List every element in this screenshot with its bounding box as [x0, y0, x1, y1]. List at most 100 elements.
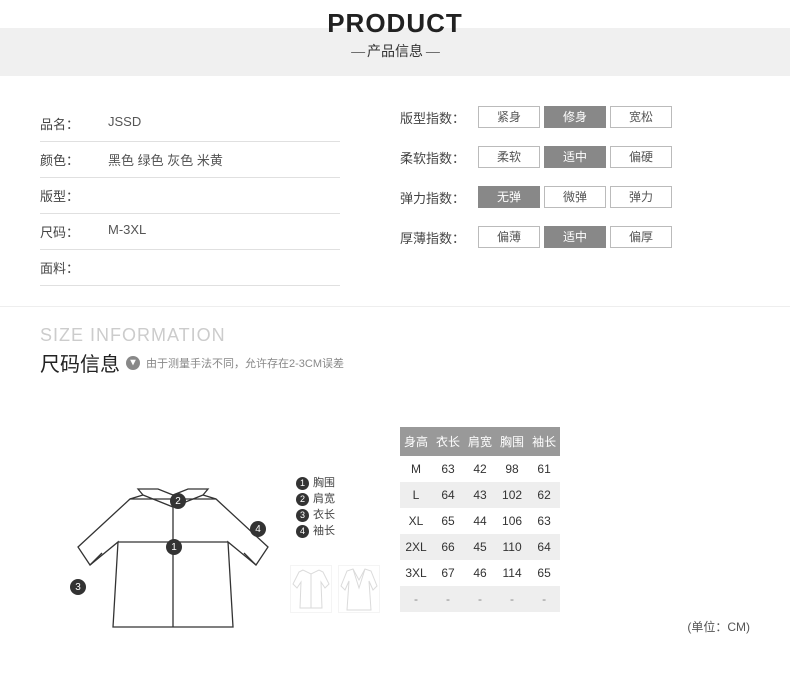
field-value: M-3XL	[108, 222, 146, 241]
table-cell: 65	[432, 508, 464, 534]
table-cell: 67	[432, 560, 464, 586]
scale-label: 柔软指数：	[400, 148, 478, 167]
field-label: 版型：	[40, 186, 108, 205]
scale-option[interactable]: 适中	[544, 226, 606, 248]
legend-num-icon: 4	[296, 525, 309, 538]
field-row: 面料：	[40, 250, 340, 286]
table-row: XL654410663	[400, 508, 560, 534]
table-cell: L	[400, 482, 432, 508]
table-cell: -	[528, 586, 560, 612]
scale-option[interactable]: 微弹	[544, 186, 606, 208]
table-cell: 3XL	[400, 560, 432, 586]
table-cell: 44	[464, 508, 496, 534]
size-note: 由于测量手法不同，允许存在2-3CM误差	[146, 355, 344, 371]
legend-item: 4 袖长	[296, 523, 335, 539]
size-body: 1 2 3 4 1胸围2肩宽3衣长4袖长 身高衣长肩宽胸围袖长 M6342986…	[40, 427, 750, 635]
field-row: 尺码：M-3XL	[40, 214, 340, 250]
table-cell: M	[400, 456, 432, 482]
unit-label: (单位：CM)	[400, 618, 750, 635]
product-info: 品名：JSSD颜色：黑色 绿色 灰色 米黄版型：尺码：M-3XL面料： 版型指数…	[0, 76, 790, 307]
legend-text: 衣长	[313, 507, 335, 523]
table-cell: 42	[464, 456, 496, 482]
info-icon: ▾	[126, 356, 140, 370]
scale-option[interactable]: 宽松	[610, 106, 672, 128]
table-row: -----	[400, 586, 560, 612]
table-cell: 65	[528, 560, 560, 586]
product-scales: 版型指数：紧身修身宽松柔软指数：柔软适中偏硬弹力指数：无弹微弹弹力厚薄指数：偏薄…	[340, 106, 750, 286]
table-row: 3XL674611465	[400, 560, 560, 586]
marker-2: 2	[170, 493, 186, 509]
legend-num-icon: 3	[296, 509, 309, 522]
marker-1: 1	[166, 539, 182, 555]
field-row: 版型：	[40, 178, 340, 214]
scale-option[interactable]: 偏薄	[478, 226, 540, 248]
size-title-cn: 尺码信息	[40, 348, 120, 377]
legend-text: 胸围	[313, 475, 335, 491]
header-title: PRODUCT 产品信息	[327, 8, 463, 61]
scale-row: 柔软指数：柔软适中偏硬	[400, 146, 750, 168]
scale-option[interactable]: 修身	[544, 106, 606, 128]
table-cell: 45	[464, 534, 496, 560]
thumb-jacket-icon	[290, 565, 332, 613]
shirt-icon	[68, 487, 278, 637]
table-header: 袖长	[528, 427, 560, 456]
scale-options: 无弹微弹弹力	[478, 186, 672, 208]
table-header: 肩宽	[464, 427, 496, 456]
table-cell: 2XL	[400, 534, 432, 560]
marker-3: 3	[70, 579, 86, 595]
table-cell: XL	[400, 508, 432, 534]
scale-option[interactable]: 适中	[544, 146, 606, 168]
field-value: 黑色 绿色 灰色 米黄	[108, 150, 223, 169]
table-cell: 114	[496, 560, 528, 586]
measurement-diagram: 1 2 3 4 1胸围2肩宽3衣长4袖长	[40, 427, 380, 635]
scale-option[interactable]: 无弹	[478, 186, 540, 208]
table-cell: -	[400, 586, 432, 612]
table-cell: 43	[464, 482, 496, 508]
scale-option[interactable]: 柔软	[478, 146, 540, 168]
table-cell: 110	[496, 534, 528, 560]
scale-option[interactable]: 紧身	[478, 106, 540, 128]
scale-option[interactable]: 偏硬	[610, 146, 672, 168]
scale-options: 偏薄适中偏厚	[478, 226, 672, 248]
scale-row: 版型指数：紧身修身宽松	[400, 106, 750, 128]
scale-options: 柔软适中偏硬	[478, 146, 672, 168]
table-row: L644310262	[400, 482, 560, 508]
table-cell: 46	[464, 560, 496, 586]
field-label: 品名：	[40, 114, 108, 133]
table-cell: 63	[432, 456, 464, 482]
scale-row: 厚薄指数：偏薄适中偏厚	[400, 226, 750, 248]
table-cell: -	[496, 586, 528, 612]
table-cell: 64	[528, 534, 560, 560]
table-cell: 63	[528, 508, 560, 534]
scale-row: 弹力指数：无弹微弹弹力	[400, 186, 750, 208]
table-header: 胸围	[496, 427, 528, 456]
table-cell: -	[464, 586, 496, 612]
table-cell: -	[432, 586, 464, 612]
field-label: 尺码：	[40, 222, 108, 241]
size-table: 身高衣长肩宽胸围袖长 M63429861L644310262XL65441066…	[400, 427, 560, 612]
table-row: M63429861	[400, 456, 560, 482]
thumb-blazer-icon	[338, 565, 380, 613]
field-label: 颜色：	[40, 150, 108, 169]
field-row: 颜色：黑色 绿色 灰色 米黄	[40, 142, 340, 178]
scale-label: 厚薄指数：	[400, 228, 478, 247]
scale-option[interactable]: 弹力	[610, 186, 672, 208]
table-cell: 106	[496, 508, 528, 534]
size-table-wrap: 身高衣长肩宽胸围袖长 M63429861L644310262XL65441066…	[400, 427, 750, 635]
field-label: 面料：	[40, 258, 108, 277]
scale-options: 紧身修身宽松	[478, 106, 672, 128]
table-header: 身高	[400, 427, 432, 456]
table-header: 衣长	[432, 427, 464, 456]
scale-label: 版型指数：	[400, 108, 478, 127]
marker-4: 4	[250, 521, 266, 537]
legend-num-icon: 2	[296, 493, 309, 506]
scale-option[interactable]: 偏厚	[610, 226, 672, 248]
table-cell: 64	[432, 482, 464, 508]
legend-text: 肩宽	[313, 491, 335, 507]
diagram-legend: 1胸围2肩宽3衣长4袖长	[296, 475, 335, 539]
legend-text: 袖长	[313, 523, 335, 539]
table-cell: 102	[496, 482, 528, 508]
field-row: 品名：JSSD	[40, 106, 340, 142]
table-cell: 66	[432, 534, 464, 560]
header-band: PRODUCT 产品信息	[0, 28, 790, 76]
